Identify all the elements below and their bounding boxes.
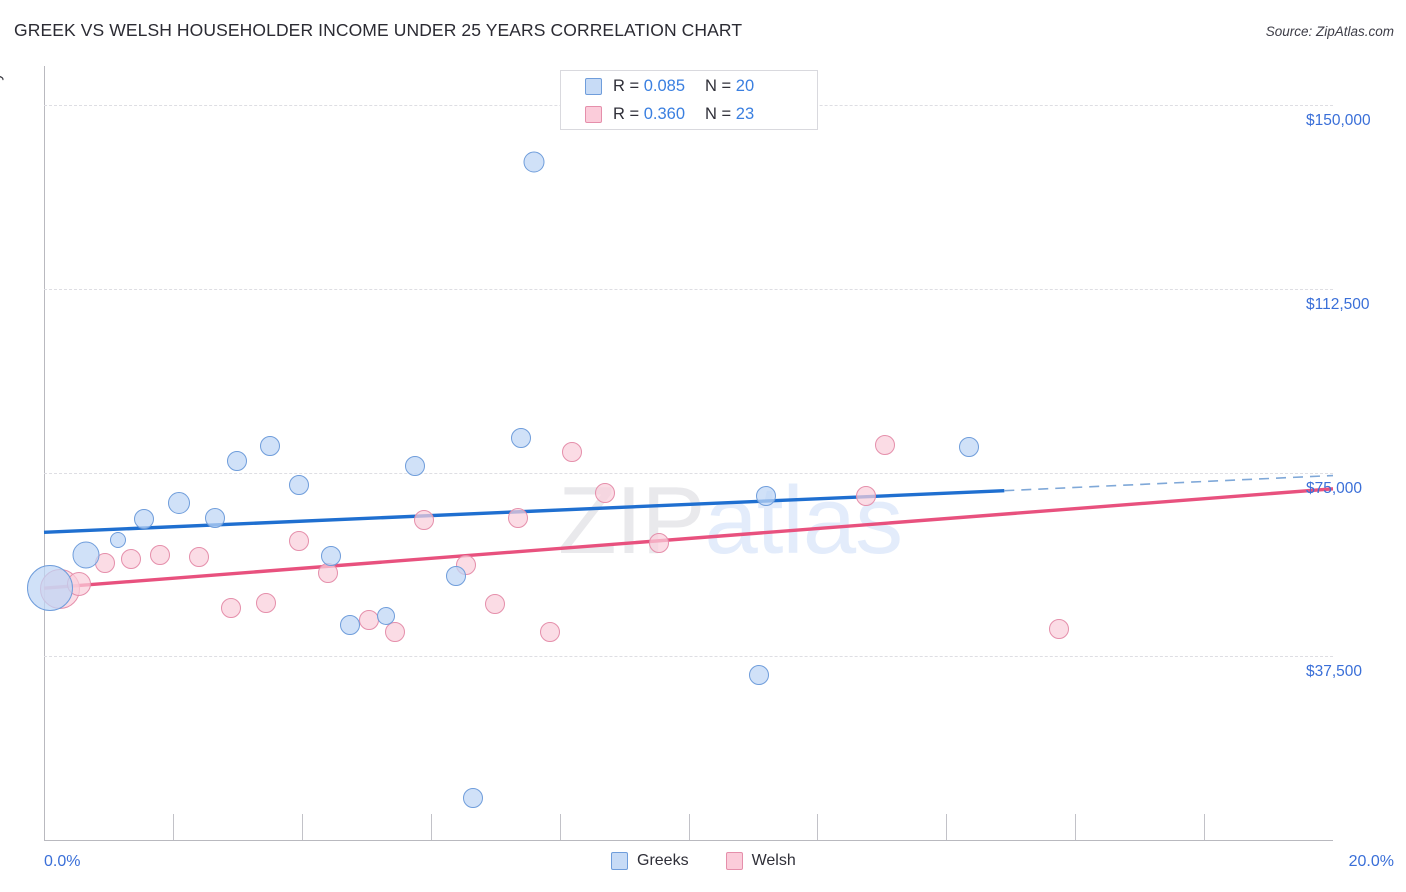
data-point-welsh[interactable] xyxy=(220,597,241,618)
legend-r-label-greeks: R = xyxy=(613,77,644,95)
y-axis-tick-label: $150,000 xyxy=(1306,112,1371,130)
legend-r-greeks: R = 0.085 xyxy=(613,77,685,96)
source-attribution: Source: ZipAtlas.com xyxy=(1265,24,1394,39)
data-point-greek[interactable] xyxy=(288,474,309,495)
series-legend-item-greeks[interactable]: Greeks xyxy=(611,852,689,870)
y-axis-line xyxy=(44,66,45,840)
correlation-legend: R = 0.085 N = 20 R = 0.360 N = 23 xyxy=(560,70,818,130)
x-axis-tick xyxy=(817,814,819,840)
legend-n-value-greeks: 20 xyxy=(735,77,755,95)
data-point-welsh[interactable] xyxy=(288,531,309,552)
welsh-trend-line xyxy=(43,487,1334,590)
x-axis-tick xyxy=(688,814,690,840)
legend-r-value-greeks: 0.085 xyxy=(643,77,686,95)
y-axis-tick-label: $112,500 xyxy=(1306,295,1370,313)
data-point-welsh[interactable] xyxy=(855,486,876,507)
legend-swatch-welsh xyxy=(585,106,602,123)
data-point-greek[interactable] xyxy=(110,531,127,548)
data-point-greek[interactable] xyxy=(749,665,770,686)
x-axis-tick xyxy=(946,814,948,840)
data-point-greek[interactable] xyxy=(523,151,545,173)
legend-swatch-greeks xyxy=(585,78,602,95)
series-legend: Greeks Welsh xyxy=(611,852,796,870)
watermark-atlas: atlas xyxy=(704,467,903,574)
legend-n-greeks: N = 20 xyxy=(705,77,754,96)
y-axis-title: Householder Income Under 25 years xyxy=(0,42,4,296)
data-point-welsh[interactable] xyxy=(649,532,670,553)
series-swatch-greeks xyxy=(611,852,628,870)
data-point-greek[interactable] xyxy=(259,435,280,456)
x-axis-tick xyxy=(301,814,303,840)
data-point-welsh[interactable] xyxy=(485,594,506,615)
data-point-welsh[interactable] xyxy=(121,548,141,569)
x-axis-tick xyxy=(430,814,432,840)
gridline xyxy=(44,472,1333,474)
legend-r-value-welsh: 0.360 xyxy=(643,105,686,123)
data-point-greek[interactable] xyxy=(958,437,979,458)
data-point-greek[interactable] xyxy=(755,486,776,507)
data-point-welsh[interactable] xyxy=(150,545,170,566)
y-axis-tick-label: $75,000 xyxy=(1306,479,1363,497)
data-point-welsh[interactable] xyxy=(385,621,406,642)
series-legend-item-welsh[interactable]: Welsh xyxy=(725,852,796,870)
plot-area: ZIPatlas xyxy=(27,66,1334,840)
legend-row-greeks: R = 0.085 N = 20 xyxy=(561,73,817,100)
greek-trend-line-extrapolated xyxy=(1004,474,1334,492)
data-point-welsh[interactable] xyxy=(188,547,209,568)
x-axis-min-label: 0.0% xyxy=(44,853,81,870)
data-point-welsh[interactable] xyxy=(507,508,528,529)
gridline xyxy=(44,288,1333,290)
data-point-greek[interactable] xyxy=(320,546,341,567)
data-point-greek[interactable] xyxy=(227,450,248,471)
data-point-welsh[interactable] xyxy=(875,435,896,456)
data-point-welsh[interactable] xyxy=(1049,619,1070,640)
series-label-welsh: Welsh xyxy=(751,852,796,869)
x-axis-line xyxy=(44,840,1333,841)
legend-row-welsh: R = 0.360 N = 23 xyxy=(561,101,817,128)
data-point-greek[interactable] xyxy=(376,607,395,626)
series-swatch-welsh xyxy=(725,852,743,870)
data-point-greek[interactable] xyxy=(168,491,191,514)
x-axis-max-label: 20.0% xyxy=(1348,853,1394,870)
legend-r-welsh: R = 0.360 xyxy=(613,105,685,124)
data-point-greek[interactable] xyxy=(133,509,154,530)
legend-n-welsh: N = 23 xyxy=(705,105,754,124)
gridline xyxy=(44,656,1333,658)
data-point-greek[interactable] xyxy=(404,455,425,476)
watermark-zip: ZIP xyxy=(558,467,705,574)
zipatlas-watermark: ZIPatlas xyxy=(558,466,903,576)
x-axis-tick xyxy=(559,814,561,840)
x-axis-tick xyxy=(1204,814,1206,840)
legend-r-label-welsh: R = xyxy=(613,105,644,123)
data-point-welsh[interactable] xyxy=(562,442,583,463)
data-point-greek[interactable] xyxy=(462,788,483,809)
series-label-greeks: Greeks xyxy=(637,852,689,869)
data-point-greek[interactable] xyxy=(446,565,467,586)
legend-n-label-welsh: N = xyxy=(705,105,736,123)
legend-n-label-greeks: N = xyxy=(705,77,736,95)
data-point-greek[interactable] xyxy=(340,614,361,635)
data-point-greek[interactable] xyxy=(27,564,74,611)
data-point-welsh[interactable] xyxy=(594,483,615,504)
x-axis-tick xyxy=(172,814,174,840)
legend-n-value-welsh: 23 xyxy=(735,105,755,123)
page-title: GREEK VS WELSH HOUSEHOLDER INCOME UNDER … xyxy=(14,20,743,40)
data-point-greek[interactable] xyxy=(72,541,100,569)
data-point-welsh[interactable] xyxy=(414,510,435,531)
data-point-welsh[interactable] xyxy=(539,622,560,643)
data-point-greek[interactable] xyxy=(510,428,531,449)
y-axis-tick-label: $37,500 xyxy=(1306,663,1363,681)
x-axis-tick xyxy=(1075,814,1077,840)
data-point-welsh[interactable] xyxy=(256,592,277,613)
data-point-greek[interactable] xyxy=(204,508,225,529)
